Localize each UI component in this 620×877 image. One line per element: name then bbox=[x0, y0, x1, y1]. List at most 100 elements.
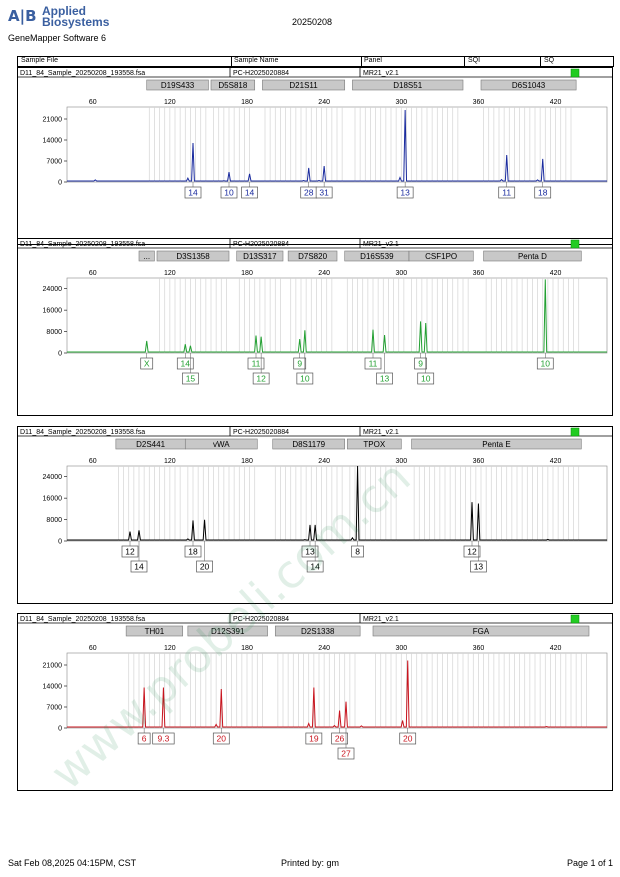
x-tick-label: 360 bbox=[473, 270, 485, 277]
svg-text:14: 14 bbox=[310, 562, 320, 572]
x-tick-label: 60 bbox=[89, 458, 97, 465]
allele-call-label[interactable]: 12 bbox=[121, 541, 139, 558]
sample-name: PC-H2025020884 bbox=[233, 429, 289, 436]
allele-call-label[interactable]: 13 bbox=[301, 541, 319, 558]
allele-call-label[interactable]: 11 bbox=[364, 353, 382, 370]
logo-line1: Applied bbox=[42, 4, 86, 18]
y-tick-label: 14000 bbox=[43, 138, 63, 145]
allele-call-label[interactable]: 20 bbox=[212, 728, 230, 745]
svg-text:D6S1043: D6S1043 bbox=[512, 81, 546, 90]
x-tick-label: 420 bbox=[550, 99, 562, 106]
y-tick-label: 14000 bbox=[43, 684, 63, 691]
allele-call-label[interactable]: 13 bbox=[396, 182, 414, 199]
allele-call-label[interactable]: 18 bbox=[184, 541, 202, 558]
allele-call-label[interactable]: 9 bbox=[293, 353, 307, 370]
allele-call-label[interactable]: 12 bbox=[252, 353, 270, 385]
svg-text:FGA: FGA bbox=[473, 627, 490, 636]
locus-bar: FGA bbox=[372, 625, 590, 637]
svg-text:Penta E: Penta E bbox=[482, 440, 510, 449]
allele-call-label[interactable]: 10 bbox=[417, 353, 435, 385]
sizing-quality-indicator bbox=[570, 427, 580, 437]
x-tick-label: 300 bbox=[395, 99, 407, 106]
logo-line2: Biosystems bbox=[42, 15, 110, 29]
locus-bar: D3S1358 bbox=[156, 250, 230, 262]
allele-call-label[interactable]: 11 bbox=[498, 182, 516, 199]
svg-text:10: 10 bbox=[541, 359, 551, 369]
svg-text:20: 20 bbox=[403, 734, 413, 744]
allele-call-label[interactable]: 14 bbox=[176, 353, 194, 370]
x-tick-label: 240 bbox=[318, 458, 330, 465]
allele-call-label[interactable]: 13 bbox=[470, 541, 487, 573]
x-tick-label: 240 bbox=[318, 270, 330, 277]
svg-text:...: ... bbox=[143, 252, 150, 261]
svg-text:D21S11: D21S11 bbox=[289, 81, 318, 90]
allele-call-label[interactable]: 14 bbox=[241, 182, 258, 199]
allele-call-label[interactable]: 20 bbox=[196, 541, 213, 573]
allele-call-label[interactable]: 15 bbox=[182, 353, 199, 385]
allele-call-label[interactable]: 19 bbox=[305, 728, 323, 745]
allele-call-label[interactable]: 14 bbox=[184, 182, 202, 199]
panel-name: MR21_v2.1 bbox=[363, 429, 399, 436]
allele-call-label[interactable]: 10 bbox=[536, 353, 554, 370]
svg-text:31: 31 bbox=[319, 188, 329, 198]
svg-text:28: 28 bbox=[304, 188, 314, 198]
allele-call-label[interactable]: 14 bbox=[130, 541, 148, 573]
allele-call-label[interactable]: 31 bbox=[315, 182, 333, 199]
x-tick-label: 240 bbox=[318, 99, 330, 106]
col-sq: SQ bbox=[544, 57, 555, 64]
x-tick-label: 420 bbox=[550, 270, 562, 277]
allele-call-label[interactable]: 10 bbox=[296, 353, 314, 385]
svg-text:D13S317: D13S317 bbox=[243, 252, 277, 261]
allele-call-label[interactable]: 13 bbox=[376, 353, 393, 385]
panel-name: MR21_v2.1 bbox=[363, 616, 399, 623]
electropherogram-panel: D11_84_Sample_20250208_193558.fsa PC-H202… bbox=[17, 613, 613, 791]
allele-call-label[interactable]: 20 bbox=[399, 728, 417, 745]
allele-call-label[interactable]: 18 bbox=[534, 182, 552, 199]
svg-text:D5S818: D5S818 bbox=[218, 81, 247, 90]
allele-call-label[interactable]: 10 bbox=[220, 182, 238, 199]
svg-text:15: 15 bbox=[186, 374, 196, 384]
sample-file-name: D11_84_Sample_20250208_193558.fsa bbox=[20, 70, 145, 77]
x-tick-label: 420 bbox=[550, 645, 562, 652]
locus-bar: D13S317 bbox=[236, 250, 284, 262]
x-tick-label: 60 bbox=[89, 270, 97, 277]
page-number: Page 1 of 1 bbox=[567, 858, 614, 868]
allele-call-label[interactable]: 12 bbox=[463, 541, 481, 558]
x-tick-label: 180 bbox=[241, 99, 253, 106]
sample-name: PC-H2025020884 bbox=[233, 70, 289, 77]
col-sqi: SQI bbox=[468, 57, 481, 64]
allele-call-label[interactable]: 8 bbox=[351, 541, 364, 558]
allele-call-label[interactable]: 14 bbox=[306, 541, 324, 573]
allele-call-label[interactable]: 26 bbox=[331, 728, 348, 745]
allele-call-label[interactable]: 27 bbox=[337, 728, 355, 760]
allele-call-label[interactable]: 28 bbox=[300, 182, 318, 199]
svg-text:TPOX: TPOX bbox=[363, 440, 385, 449]
svg-text:D7S820: D7S820 bbox=[298, 252, 327, 261]
svg-text:D8S1179: D8S1179 bbox=[292, 440, 325, 449]
svg-text:14: 14 bbox=[181, 359, 191, 369]
x-tick-label: 360 bbox=[473, 458, 485, 465]
locus-bar: D2S1338 bbox=[274, 625, 361, 637]
signal-trace bbox=[67, 465, 607, 541]
col-panel: Panel bbox=[364, 57, 382, 64]
x-tick-label: 360 bbox=[473, 645, 485, 652]
allele-call-label[interactable]: 6 bbox=[137, 728, 151, 745]
allele-call-label[interactable]: 9.3 bbox=[152, 728, 175, 745]
y-tick-label: 0 bbox=[58, 351, 62, 358]
locus-bar: D8S1179 bbox=[272, 438, 346, 450]
locus-bar: ... bbox=[138, 250, 155, 262]
allele-call-label[interactable]: X bbox=[140, 353, 154, 370]
svg-text:12: 12 bbox=[467, 547, 477, 557]
allele-call-label[interactable]: 11 bbox=[247, 353, 265, 370]
x-tick-label: 180 bbox=[241, 458, 253, 465]
svg-text:12: 12 bbox=[256, 374, 266, 384]
x-tick-label: 300 bbox=[395, 270, 407, 277]
locus-bar: CSF1PO bbox=[408, 250, 474, 262]
svg-text:14: 14 bbox=[188, 188, 198, 198]
svg-text:9.3: 9.3 bbox=[158, 734, 170, 744]
allele-call-label[interactable]: 9 bbox=[414, 353, 427, 370]
svg-text:26: 26 bbox=[335, 734, 345, 744]
report-date: 20250208 bbox=[292, 17, 333, 27]
locus-bar: Penta E bbox=[411, 438, 582, 450]
locus-bar: D19S433 bbox=[146, 79, 209, 91]
